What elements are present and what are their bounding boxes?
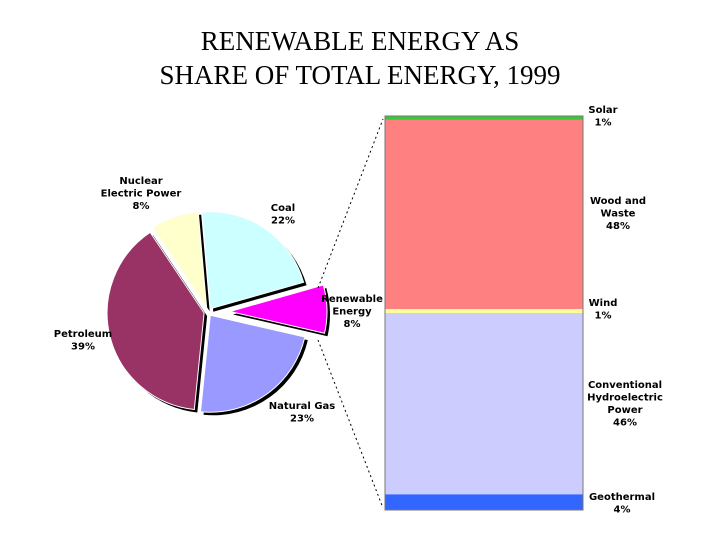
pie-slice-petroleum-label: Petroleum 39%: [54, 329, 112, 353]
chart-title-line-1: RENEWABLE ENERGY AS: [200, 26, 520, 56]
chart-title: RENEWABLE ENERGY AS SHARE OF TOTAL ENERG…: [0, 24, 720, 92]
bar-segment-solar: [385, 116, 583, 120]
stacked-bar: [384, 115, 584, 511]
pie-slice-petroleum: [106, 231, 205, 411]
pie-slice-coal: [201, 211, 305, 310]
connector-line-top: [317, 118, 384, 289]
pie-slice-renewable-energy: [229, 284, 328, 334]
connector-lines: [317, 118, 384, 509]
pie-chart: [106, 211, 330, 416]
bar-segment-geothermal: [385, 494, 583, 510]
bar-segment-wind: [385, 309, 583, 313]
bar-segment-conventional-hydroelectric-power-label: Conventional Hydroelectric Power 46%: [587, 380, 663, 429]
bar-segment-solar-label: Solar 1%: [588, 105, 617, 129]
bar-segment-wind-label: Wind 1%: [589, 298, 618, 322]
pie-slice-renewable-energy-label: Renewable Energy 8%: [321, 294, 383, 330]
connector-line-bottom: [317, 339, 384, 509]
pie-slice-nuclear-electric-power-label: Nuclear Electric Power 8%: [101, 176, 182, 212]
chart-title-line-2: SHARE OF TOTAL ENERGY, 1999: [159, 60, 561, 90]
pie-slice-coal-label: Coal 22%: [271, 203, 295, 227]
bar-outline: [384, 115, 584, 511]
pie-slice-natural-gas-label: Natural Gas 23%: [269, 401, 336, 425]
bar-segment-geothermal-label: Geothermal 4%: [589, 492, 655, 516]
bar-segment-wood-and-waste-label: Wood and Waste 48%: [590, 196, 646, 232]
bar-segment-conventional-hydroelectric-power: [385, 313, 583, 495]
bar-segment-wood-and-waste: [385, 119, 583, 310]
pie-slice-nuclear-electric-power: [152, 211, 208, 309]
pie-slice-natural-gas: [199, 314, 306, 413]
chart-labels: Coal 22% Renewable Energy 8% Natural Gas 23% Pe…: [54, 105, 663, 516]
